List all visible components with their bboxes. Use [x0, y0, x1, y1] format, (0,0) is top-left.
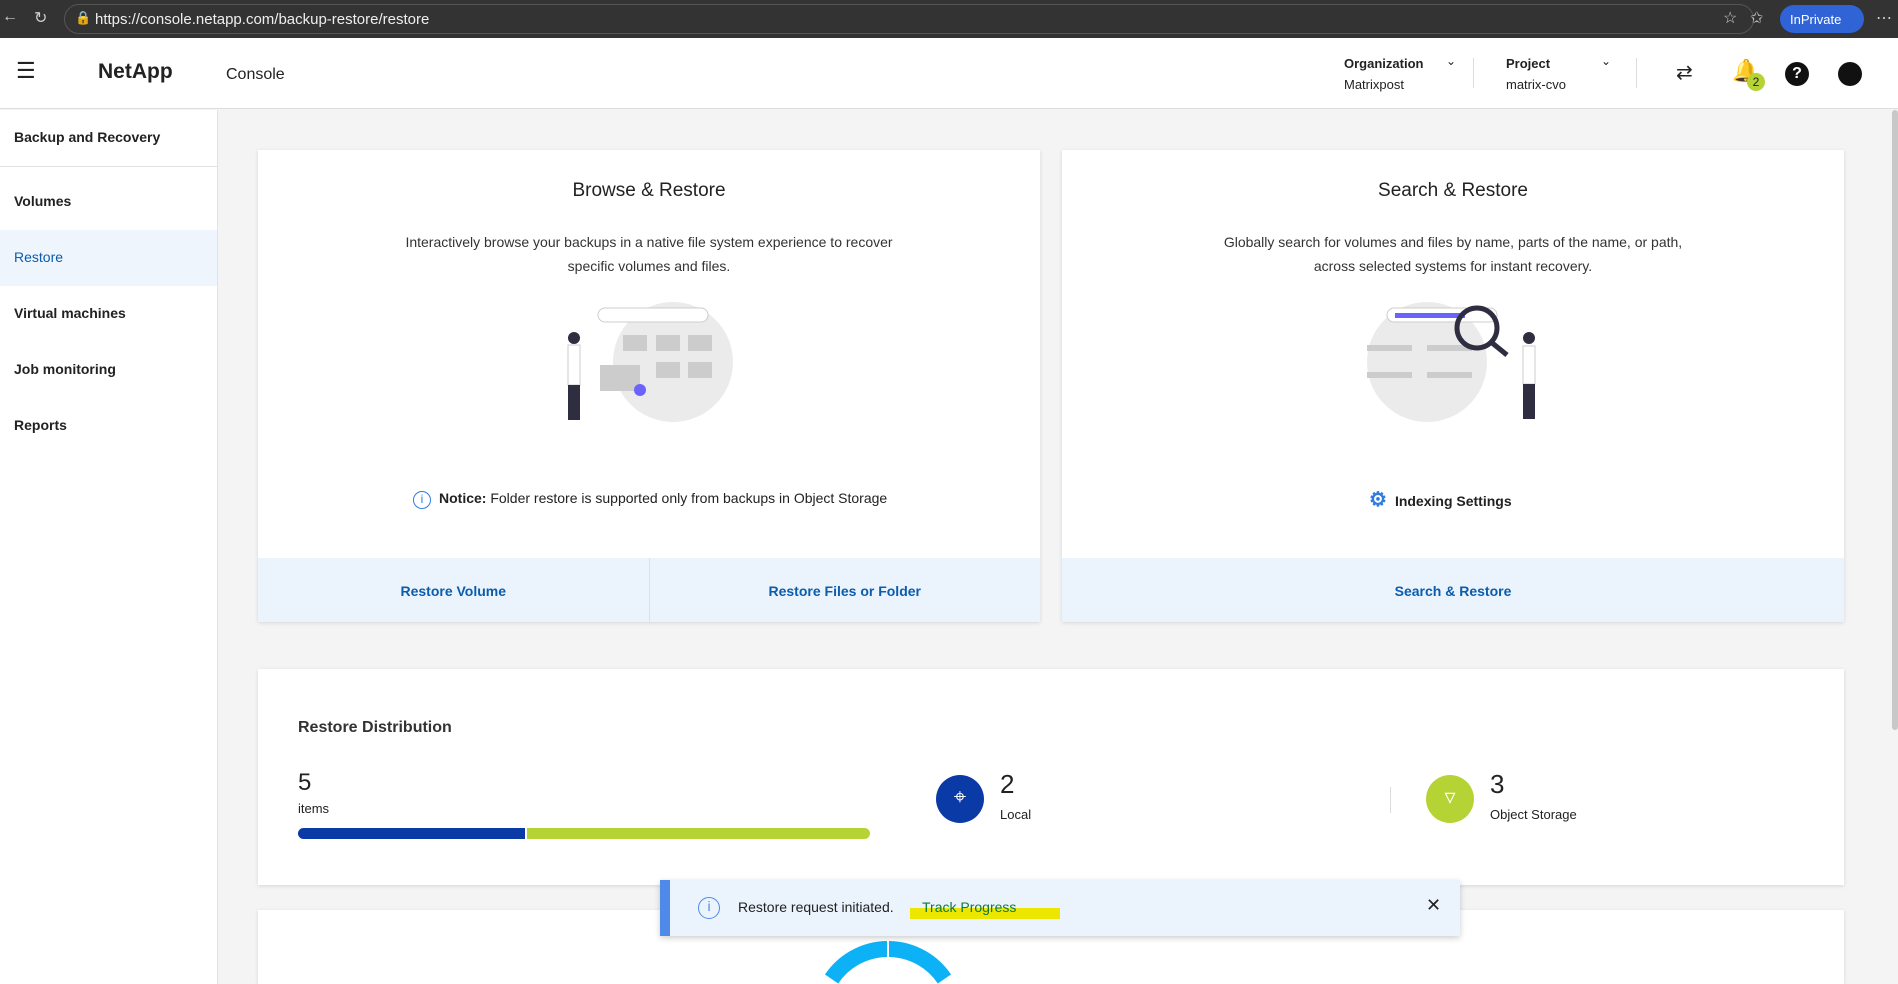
project-label: Project	[1506, 56, 1551, 71]
address-bar[interactable]: 🔒 https://console.netapp.com/backup-resto…	[64, 4, 1754, 34]
card-title: Search & Restore	[1378, 180, 1528, 201]
toast-notification: i Restore request initiated. Track Progr…	[660, 880, 1460, 936]
sidebar-item-virtual-machines[interactable]: Virtual machines	[14, 305, 126, 321]
organization-selector[interactable]: Organization Matrixpost ⌄	[1344, 54, 1464, 92]
app-header: ☰ NetApp Console Organization Matrixpost…	[0, 38, 1898, 109]
sidebar-item-volumes[interactable]: Volumes	[14, 193, 72, 209]
bar-segment-local	[298, 828, 527, 839]
sidebar: Backup and Recovery Volumes Restore Virt…	[0, 110, 218, 984]
browse-illustration	[567, 302, 733, 422]
gear-icon: ⚙	[1369, 489, 1387, 511]
console-label: Console	[226, 66, 285, 83]
help-icon[interactable]: ?	[1785, 62, 1809, 86]
track-progress-link[interactable]: Track Progress	[922, 899, 1017, 915]
card-description: Interactively browse your backups in a n…	[258, 230, 1040, 278]
divider	[1390, 787, 1391, 813]
card-actions: Search & Restore	[1062, 558, 1844, 622]
more-icon[interactable]: ⋯	[1876, 10, 1892, 27]
sidebar-item-job-monitoring[interactable]: Job monitoring	[14, 361, 116, 377]
card-actions: Restore Volume Restore Files or Folder	[258, 558, 1040, 622]
search-illustration	[1367, 302, 1536, 422]
card-description: Globally search for volumes and files by…	[1062, 230, 1844, 278]
refresh-icon[interactable]: ↻	[34, 10, 48, 27]
distribution-bar	[298, 828, 870, 839]
total-label: items	[298, 801, 330, 816]
notice-text: Folder restore is supported only from ba…	[486, 490, 888, 506]
search-restore-card: Search & Restore Globally search for vol…	[1062, 150, 1844, 622]
local-label: Local	[1000, 807, 1032, 822]
sidebar-item-reports[interactable]: Reports	[14, 417, 67, 433]
divider	[1636, 58, 1637, 88]
bucket-icon: ▿	[1426, 775, 1474, 823]
org-label: Organization	[1344, 56, 1424, 71]
bar-segment-object-storage	[526, 828, 870, 839]
star-icon[interactable]: ☆	[1723, 10, 1738, 27]
donut-chart	[824, 937, 952, 984]
divider	[1473, 58, 1474, 88]
section-title: Restore Distribution	[298, 719, 452, 736]
divider	[0, 166, 217, 167]
browse-restore-card: Browse & Restore Interactively browse yo…	[258, 150, 1040, 622]
local-count: 2	[1000, 769, 1015, 799]
search-restore-button[interactable]: Search & Restore	[1394, 583, 1512, 599]
info-icon: i	[698, 897, 720, 919]
info-icon: i	[413, 491, 431, 509]
toast-message: Restore request initiated.	[738, 899, 894, 915]
total-count: 5	[298, 769, 312, 796]
desc-line: specific volumes and files.	[567, 258, 731, 274]
netapp-logo[interactable]: NetApp	[98, 60, 173, 83]
favorites-icon[interactable]: ✩	[1750, 10, 1764, 27]
chevron-down-icon: ⌄	[1601, 54, 1612, 68]
sidebar-item-restore[interactable]: Restore	[0, 230, 217, 286]
restore-volume-button[interactable]: Restore Volume	[258, 558, 650, 622]
desc-line: Globally search for volumes and files by…	[1223, 234, 1683, 250]
indexing-label: Indexing Settings	[1394, 493, 1512, 509]
sidebar-item-backup-and-recovery[interactable]: Backup and Recovery	[14, 129, 161, 145]
object-storage-label: Object Storage	[1490, 807, 1577, 822]
highlight-mark	[910, 908, 1060, 919]
browser-bar: ← ↻ 🔒 https://console.netapp.com/backup-r…	[0, 0, 1898, 38]
desc-line: Interactively browse your backups in a n…	[405, 234, 893, 250]
restore-files-folder-button[interactable]: Restore Files or Folder	[768, 583, 921, 599]
chevron-down-icon: ⌄	[1446, 54, 1457, 68]
desc-line: across selected systems for instant reco…	[1313, 258, 1593, 274]
location-pin-icon: ⌖	[936, 775, 984, 823]
url-text: https://console.netapp.com/backup-restor…	[95, 11, 430, 28]
card-title: Browse & Restore	[572, 180, 726, 201]
lock-icon: 🔒	[75, 10, 92, 25]
restore-distribution-card: Restore Distribution 5 items ⌖ 2 Local ▿…	[258, 669, 1844, 885]
inprivate-badge[interactable]: InPrivate	[1780, 5, 1864, 33]
project-value: matrix-cvo	[1506, 77, 1566, 92]
org-value: Matrixpost	[1344, 77, 1404, 92]
indexing-settings-link[interactable]: ⚙ Indexing Settings	[1369, 487, 1512, 512]
back-icon[interactable]: ←	[2, 8, 18, 25]
notification-badge: 2	[1747, 73, 1765, 91]
inprivate-label: InPrivate	[1790, 12, 1842, 27]
connector-icon[interactable]: ⇄	[1676, 62, 1693, 84]
hamburger-menu-icon[interactable]: ☰	[16, 58, 36, 83]
close-icon[interactable]: ✕	[1426, 895, 1442, 915]
object-storage-count: 3	[1490, 769, 1505, 799]
notice-label: Notice:	[439, 490, 487, 506]
notice: i Notice: Folder restore is supported onl…	[413, 490, 887, 509]
project-selector[interactable]: Project matrix-cvo ⌄	[1506, 54, 1626, 92]
user-account-icon[interactable]	[1838, 62, 1862, 86]
scrollbar[interactable]	[1892, 110, 1898, 730]
